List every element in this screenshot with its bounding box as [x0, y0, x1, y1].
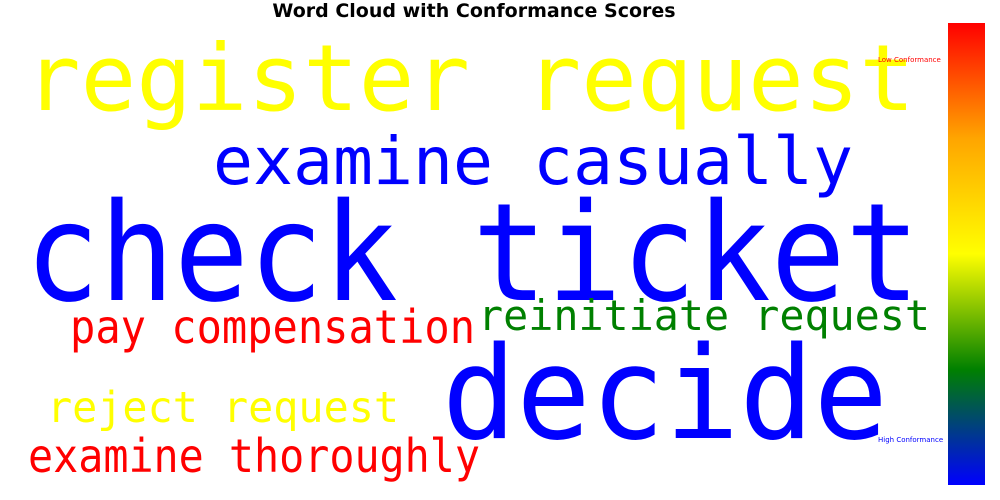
- cloud-word-reinitiate-request: reinitiate request: [478, 291, 930, 340]
- cloud-word-pay-compensation: pay compensation: [70, 300, 475, 354]
- chart-title: Word Cloud with Conformance Scores: [272, 0, 676, 22]
- cloud-word-examine-casually: examine casually: [213, 123, 853, 200]
- cloud-word-examine-thoroughly: examine thoroughly: [28, 429, 480, 483]
- cloud-word-decide: decide: [442, 320, 888, 469]
- colorbar-high-label: High Conformance: [878, 436, 944, 444]
- conformance-colorbar: [948, 23, 985, 485]
- cloud-word-check-ticket: check ticket: [25, 175, 920, 333]
- colorbar-low-label: Low Conformance: [878, 56, 941, 64]
- cloud-word-register-request: register request: [25, 25, 915, 132]
- cloud-word-reject-request: reject request: [47, 383, 399, 433]
